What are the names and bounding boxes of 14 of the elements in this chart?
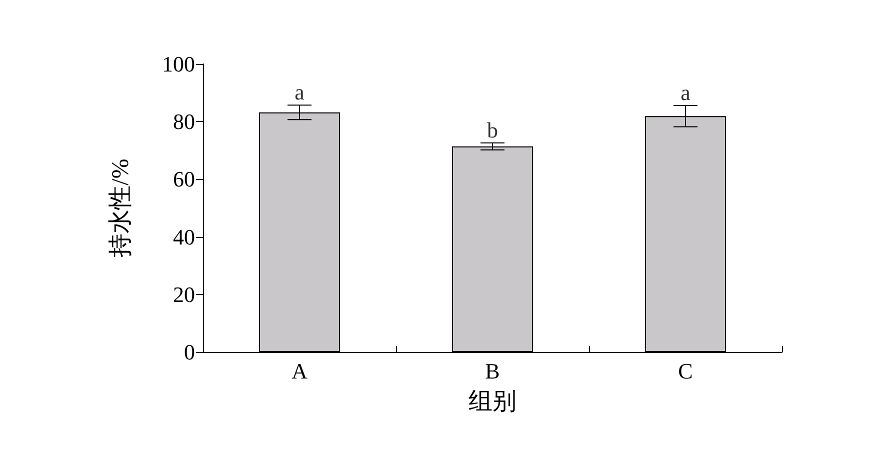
x-tick-label: C — [678, 358, 693, 384]
annotation: b — [487, 117, 498, 142]
y-tick-label: 0 — [184, 340, 195, 364]
x-tick-label: B — [485, 358, 500, 384]
y-tick-label: 40 — [173, 224, 195, 250]
x-tick-label: A — [292, 358, 308, 384]
y-axis-title: 持水性/% — [108, 158, 134, 258]
annotation: a — [294, 80, 305, 105]
y-tick-label: 20 — [173, 282, 195, 307]
x-axis-title: 组别 — [468, 389, 516, 415]
y-tick-label: 100 — [162, 52, 195, 76]
y-tick-label: 60 — [173, 166, 195, 192]
y-tick-label: 80 — [173, 109, 195, 134]
annotation: a — [680, 80, 691, 105]
